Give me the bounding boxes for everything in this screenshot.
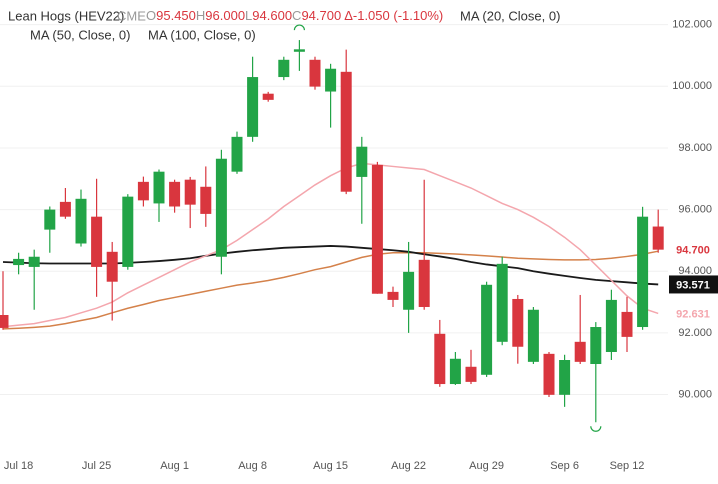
legend-entry: MA (50, Close, 0) bbox=[30, 27, 130, 42]
candle-body bbox=[637, 216, 649, 328]
candle-body bbox=[44, 209, 56, 230]
price-tag-bg bbox=[669, 240, 718, 259]
ohlc-value: 94.600 bbox=[252, 8, 292, 23]
x-tick-label: Aug 15 bbox=[313, 460, 348, 472]
ohlc-key: H bbox=[196, 8, 205, 23]
candle-body bbox=[512, 298, 524, 347]
candle-body bbox=[137, 181, 149, 201]
candle-body bbox=[621, 311, 633, 337]
y-tick-label: 94.000 bbox=[678, 265, 712, 277]
candle-body bbox=[231, 136, 243, 172]
ohlc-value: 94.700 bbox=[301, 8, 341, 23]
candle-body bbox=[309, 59, 321, 87]
price-tag-bg bbox=[669, 275, 718, 294]
ohlc-value: 95.450 bbox=[156, 8, 196, 23]
ohlc-key: L bbox=[245, 8, 252, 23]
x-tick-label: Sep 6 bbox=[550, 460, 579, 472]
candle-body bbox=[153, 171, 165, 204]
x-tick-label: Jul 18 bbox=[4, 460, 33, 472]
y-tick-label: 102.000 bbox=[672, 19, 712, 31]
candle-body bbox=[387, 291, 399, 300]
candle-body bbox=[59, 201, 71, 217]
x-tick-label: Aug 8 bbox=[238, 460, 267, 472]
candle-body bbox=[200, 186, 212, 214]
candle-body bbox=[262, 93, 274, 100]
candle-body bbox=[434, 333, 446, 385]
change: Δ-1.050 (-1.10%) bbox=[344, 8, 443, 23]
exchange: CME bbox=[117, 8, 146, 23]
legend-entry: MA (100, Close, 0) bbox=[148, 27, 256, 42]
candle-body bbox=[28, 256, 40, 267]
candle-body bbox=[403, 271, 415, 310]
ohlc-key: C bbox=[292, 8, 301, 23]
candle-body bbox=[325, 68, 337, 92]
high-marker bbox=[293, 24, 305, 31]
y-tick-label: 98.000 bbox=[678, 142, 712, 154]
x-tick-label: Jul 25 bbox=[82, 460, 111, 472]
candle-body bbox=[75, 198, 87, 244]
candle-body bbox=[449, 358, 461, 385]
x-tick-label: Aug 22 bbox=[391, 460, 426, 472]
candle-body bbox=[590, 327, 602, 365]
ohlc-key: O bbox=[146, 8, 156, 23]
candle-body bbox=[169, 181, 181, 207]
candle-body bbox=[605, 299, 617, 352]
candle-body bbox=[91, 216, 103, 267]
candle-body bbox=[184, 179, 196, 205]
price-tag-bg bbox=[669, 304, 718, 323]
candle-body bbox=[465, 366, 477, 382]
candle-body bbox=[278, 59, 290, 78]
price-tag: 92.631 bbox=[676, 308, 710, 320]
price-tag: 93.571 bbox=[676, 279, 710, 291]
candle-body bbox=[13, 258, 25, 266]
legend-entry: MA (20, Close, 0) bbox=[460, 8, 560, 23]
ohlc-legend: O95.450H96.000L94.600C94.700 Δ-1.050 (-1.… bbox=[146, 8, 443, 23]
candle-body bbox=[106, 251, 118, 282]
candle-body bbox=[247, 77, 259, 137]
candle-body bbox=[293, 49, 305, 52]
x-tick-label: Aug 29 bbox=[469, 460, 504, 472]
ohlc-value: 96.000 bbox=[205, 8, 245, 23]
symbol: Lean Hogs (HEV22) bbox=[8, 8, 124, 23]
candle-body bbox=[418, 259, 430, 307]
candle-body bbox=[371, 164, 383, 294]
candle-body bbox=[215, 158, 227, 257]
candle-body bbox=[559, 360, 571, 395]
candle-body bbox=[481, 284, 493, 375]
candle-body bbox=[122, 196, 134, 267]
candle-body bbox=[652, 226, 664, 250]
low-marker bbox=[590, 426, 602, 432]
y-tick-label: 96.000 bbox=[678, 203, 712, 215]
candle-body bbox=[340, 71, 352, 192]
x-tick-label: Sep 12 bbox=[610, 460, 645, 472]
y-tick-label: 90.000 bbox=[678, 388, 712, 400]
x-tick-label: Aug 1 bbox=[160, 460, 189, 472]
price-tag: 94.700 bbox=[676, 245, 710, 257]
y-tick-label: 92.000 bbox=[678, 327, 712, 339]
candle-body bbox=[0, 315, 9, 328]
y-tick-label: 100.000 bbox=[672, 80, 712, 92]
candle-body bbox=[543, 353, 555, 395]
candle-body bbox=[527, 309, 539, 362]
candle-body bbox=[574, 341, 586, 362]
candle-body bbox=[356, 146, 368, 177]
candle-body bbox=[496, 263, 508, 342]
